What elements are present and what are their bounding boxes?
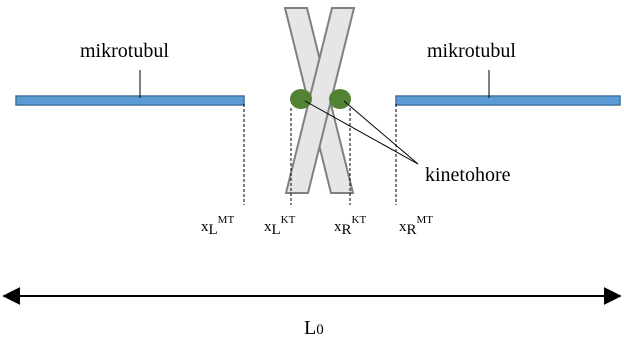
chromosome <box>283 7 356 194</box>
label-x-right-mt: xRMT <box>399 214 433 238</box>
microtubule-right <box>395 95 621 106</box>
label-kinetochore: kinetohore <box>425 164 511 186</box>
microtubule-left <box>15 95 245 106</box>
chromatid-2 <box>284 7 356 194</box>
label-length: L0 <box>304 317 324 339</box>
label-x-left-kt: xLKT <box>264 214 296 238</box>
leader-kinetochore-left <box>304 100 419 165</box>
label-microtubule-left: mikrotubul <box>80 40 169 62</box>
kinetochore-right <box>329 89 351 109</box>
label-x-left-mt: xLMT <box>201 214 234 238</box>
leader-kinetochore-right <box>343 100 419 165</box>
kinetochore-left <box>290 89 312 109</box>
label-x-right-kt: xRKT <box>334 214 366 238</box>
label-microtubule-right: mikrotubul <box>427 40 516 62</box>
